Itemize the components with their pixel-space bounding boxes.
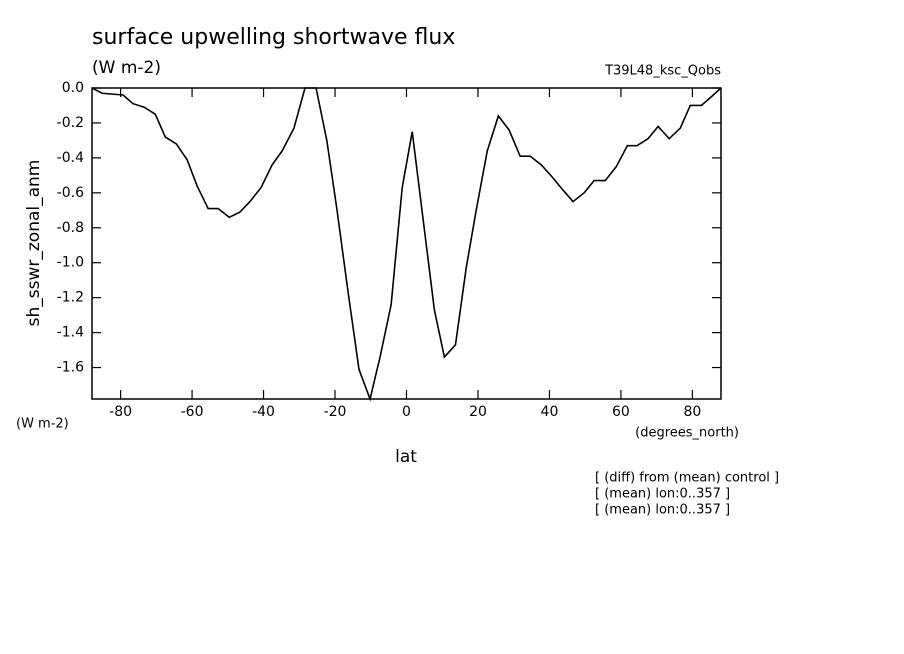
plot-frame (91, 87, 722, 400)
x-tick-label: 60 (612, 404, 630, 420)
y-units: (W m-2) (16, 417, 69, 432)
units: (W m-2) (92, 58, 161, 78)
x-tick-label: 80 (683, 404, 701, 420)
note: [ (mean) lon:0..357 ] (595, 487, 730, 502)
data-line (91, 87, 722, 402)
x-tick-label: 40 (541, 404, 559, 420)
x-units: (degrees_north) (635, 426, 739, 441)
x-tick-label: -80 (109, 404, 132, 420)
y-tick-label: -1.6 (57, 360, 84, 376)
y-tick-label: -1.4 (57, 325, 84, 341)
run-label: T39L48_ksc_Qobs (604, 64, 721, 79)
y-tick-label: -1.2 (57, 290, 84, 306)
y-tick-label: -0.4 (57, 150, 84, 166)
y-tick-label: -0.8 (57, 220, 84, 236)
chart-title: surface upwelling shortwave flux (92, 25, 455, 50)
x-tick-label: -20 (324, 404, 347, 420)
x-tick-label: -60 (181, 404, 204, 420)
x-axis-label: lat (395, 447, 417, 467)
x-tick-label: 20 (469, 404, 487, 420)
note: [ (mean) lon:0..357 ] (595, 503, 730, 518)
x-tick-label: -40 (252, 404, 275, 420)
y-tick-label: -1.0 (57, 255, 84, 271)
y-tick-label: -0.6 (57, 185, 84, 201)
y-tick-label: -0.2 (57, 115, 84, 131)
y-axis-label: sh_sswr_zonal_anm (24, 160, 44, 327)
note: [ (diff) from (mean) control ] (595, 471, 779, 486)
y-tick-label: 0.0 (62, 80, 84, 96)
x-tick-label: 0 (402, 404, 411, 420)
